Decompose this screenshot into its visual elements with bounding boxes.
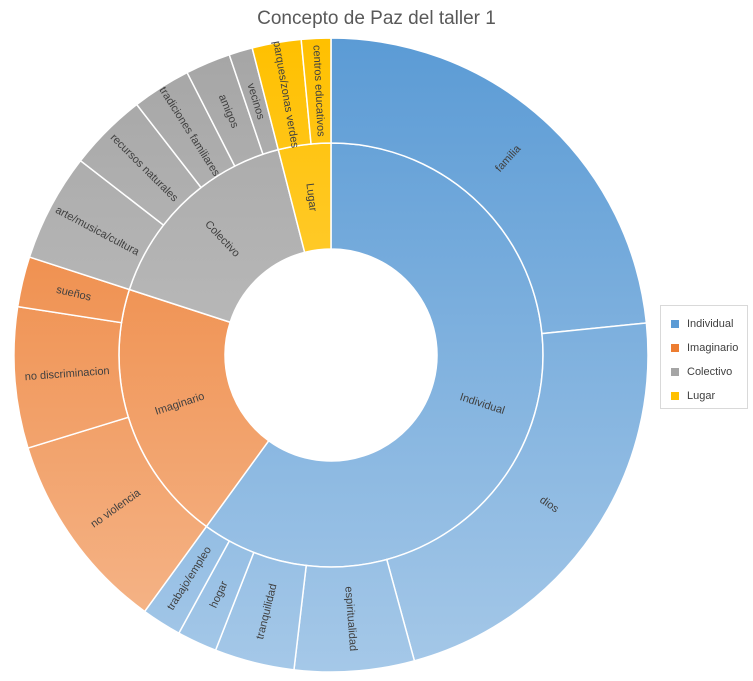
legend-swatch-lugar	[671, 392, 679, 400]
legend-label-colectivo: Colectivo	[687, 366, 733, 378]
segment-label-centros-educativos: centros educativos	[310, 45, 326, 138]
legend-item-individual[interactable]: Individual	[671, 312, 747, 336]
legend-label-lugar: Lugar	[687, 390, 716, 402]
segment-familia[interactable]	[330, 37, 648, 335]
legend-item-imaginario[interactable]: Imaginario	[671, 336, 747, 360]
legend-swatch-individual	[671, 320, 679, 328]
legend-label-individual: Individual	[687, 318, 734, 330]
legend-label-imaginario: Imaginario	[687, 342, 739, 354]
legend-swatch-imaginario	[671, 344, 679, 352]
segment-label-espiritualidad: espiritualidad	[342, 586, 359, 652]
legend-item-colectivo[interactable]: Colectivo	[671, 360, 747, 384]
segment-label-lugar: Lugar	[303, 183, 318, 213]
chart-legend: Individual Imaginario Colectivo Lugar	[660, 305, 748, 409]
legend-item-lugar[interactable]: Lugar	[671, 384, 747, 408]
legend-swatch-colectivo	[671, 368, 679, 376]
segment-centros-educativos[interactable]	[300, 37, 332, 145]
segment-dios[interactable]	[385, 322, 649, 662]
chart-title: Concepto de Paz del taller 1	[257, 8, 496, 29]
